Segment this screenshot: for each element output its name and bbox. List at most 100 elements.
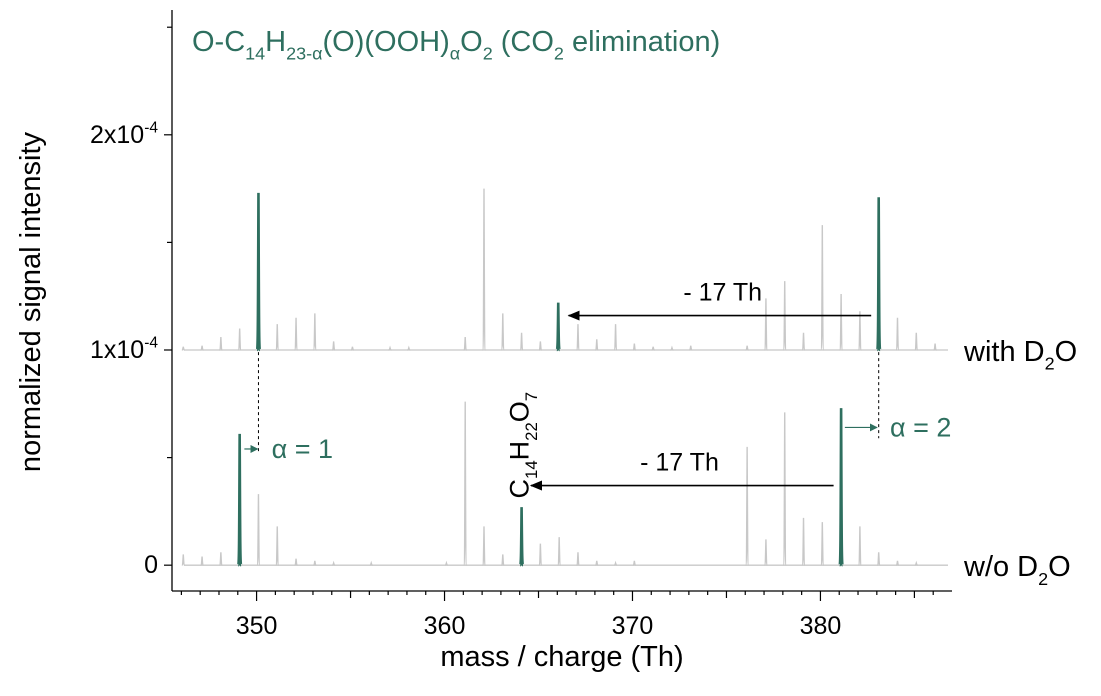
x-tick-label: 360 [424, 612, 466, 640]
background-peak [820, 225, 825, 351]
background-peak [313, 560, 317, 566]
text-part: elimination) [564, 26, 720, 58]
text-part: -4 [144, 334, 158, 351]
highlight-peak [555, 302, 561, 352]
shift-label: - 17 Th [640, 448, 719, 476]
text-part: 2 [1045, 354, 1055, 374]
background-peak [256, 494, 261, 566]
text-part: with D [963, 336, 1045, 368]
background-peak [481, 188, 487, 351]
text-part: 2 [554, 44, 564, 64]
background-peak [331, 341, 336, 351]
background-peak [632, 343, 636, 351]
background-peak [745, 345, 749, 351]
text-part: H [265, 26, 286, 58]
highlight-peak [255, 192, 262, 352]
series-without-d2o [181, 401, 948, 567]
background-peak [538, 543, 543, 566]
background-peak [801, 332, 806, 351]
background-peak [895, 560, 900, 566]
highlight-peak [518, 507, 525, 567]
text-part: H [505, 441, 535, 461]
series-label: with D2O [963, 336, 1077, 374]
background-peak [293, 317, 299, 351]
background-peak [876, 552, 881, 566]
highlight-peak [875, 197, 882, 352]
background-peak [275, 526, 280, 566]
y-axis-title: normalized signal intensity [15, 131, 47, 472]
background-peak [576, 552, 580, 566]
background-peak [801, 517, 806, 566]
text-part: w/o D [963, 551, 1038, 583]
alpha-label: α = 2 [890, 412, 951, 442]
background-peak [745, 446, 750, 566]
annotation-layer [244, 310, 880, 491]
background-peak [369, 560, 373, 566]
text-part: 0 [144, 551, 158, 579]
text-part: O [505, 401, 535, 422]
text-part: 22 [522, 422, 541, 441]
text-part: 14 [245, 44, 265, 64]
background-peak [820, 522, 825, 566]
text-part: -4 [144, 119, 158, 136]
text-part: 14 [522, 460, 541, 479]
background-peak [200, 556, 204, 566]
background-peak [538, 341, 543, 351]
background-peak [613, 324, 618, 351]
text-part: 7 [522, 392, 541, 401]
background-peak [350, 346, 354, 351]
formula-label: C14H22O7 [505, 392, 541, 499]
text-part: O-C [192, 26, 245, 58]
series-label: w/o D2O [963, 551, 1071, 589]
background-peak [857, 311, 863, 351]
background-peak [575, 324, 581, 351]
background-peak [651, 346, 655, 351]
background-peak [782, 281, 787, 351]
axis-layer [164, 10, 952, 601]
background-peak [463, 337, 467, 351]
background-peak [388, 345, 392, 351]
shift-label: - 17 Th [683, 279, 762, 307]
y-tick-label: 1x10-4 [90, 334, 158, 364]
background-peak [500, 313, 505, 351]
background-peak [763, 298, 769, 351]
background-peak [312, 313, 317, 351]
background-peak [632, 560, 636, 566]
text-part: (CO [493, 26, 554, 58]
x-axis-title: mass / charge (Th) [440, 641, 683, 673]
background-peak [595, 560, 599, 566]
text-part: O [1055, 336, 1078, 368]
background-peak [463, 401, 468, 566]
background-peak [595, 339, 599, 351]
text-part: α [450, 44, 460, 64]
highlight-peak [236, 433, 243, 567]
text-part: 2x10 [90, 121, 144, 149]
chart-title: O-C14H23-α(O)(OOH)αO2 (CO2 elimination) [192, 26, 720, 64]
background-peak [332, 560, 336, 566]
x-tick-label: 380 [800, 612, 842, 640]
text-part: 2 [1038, 569, 1048, 589]
background-peak [237, 328, 242, 351]
background-peak [407, 345, 411, 351]
text-part: O [1048, 551, 1071, 583]
text-part: C [505, 479, 535, 499]
background-peak [914, 332, 919, 351]
background-peak [895, 317, 900, 351]
x-tick-label: 370 [612, 612, 654, 640]
background-peak [501, 554, 505, 566]
alpha-label: α = 1 [272, 434, 333, 464]
background-peak [914, 560, 918, 566]
y-tick-label: 0 [144, 551, 158, 579]
background-peak [275, 324, 280, 351]
text-part: 2 [483, 44, 493, 64]
series-with-d2o [181, 188, 948, 352]
x-tick-label: 350 [236, 612, 278, 640]
series-layer [181, 188, 948, 567]
background-peak [933, 343, 937, 351]
text-part: 1x10 [90, 336, 144, 364]
background-peak [557, 537, 562, 566]
background-peak [219, 337, 223, 351]
background-peak [294, 558, 298, 566]
